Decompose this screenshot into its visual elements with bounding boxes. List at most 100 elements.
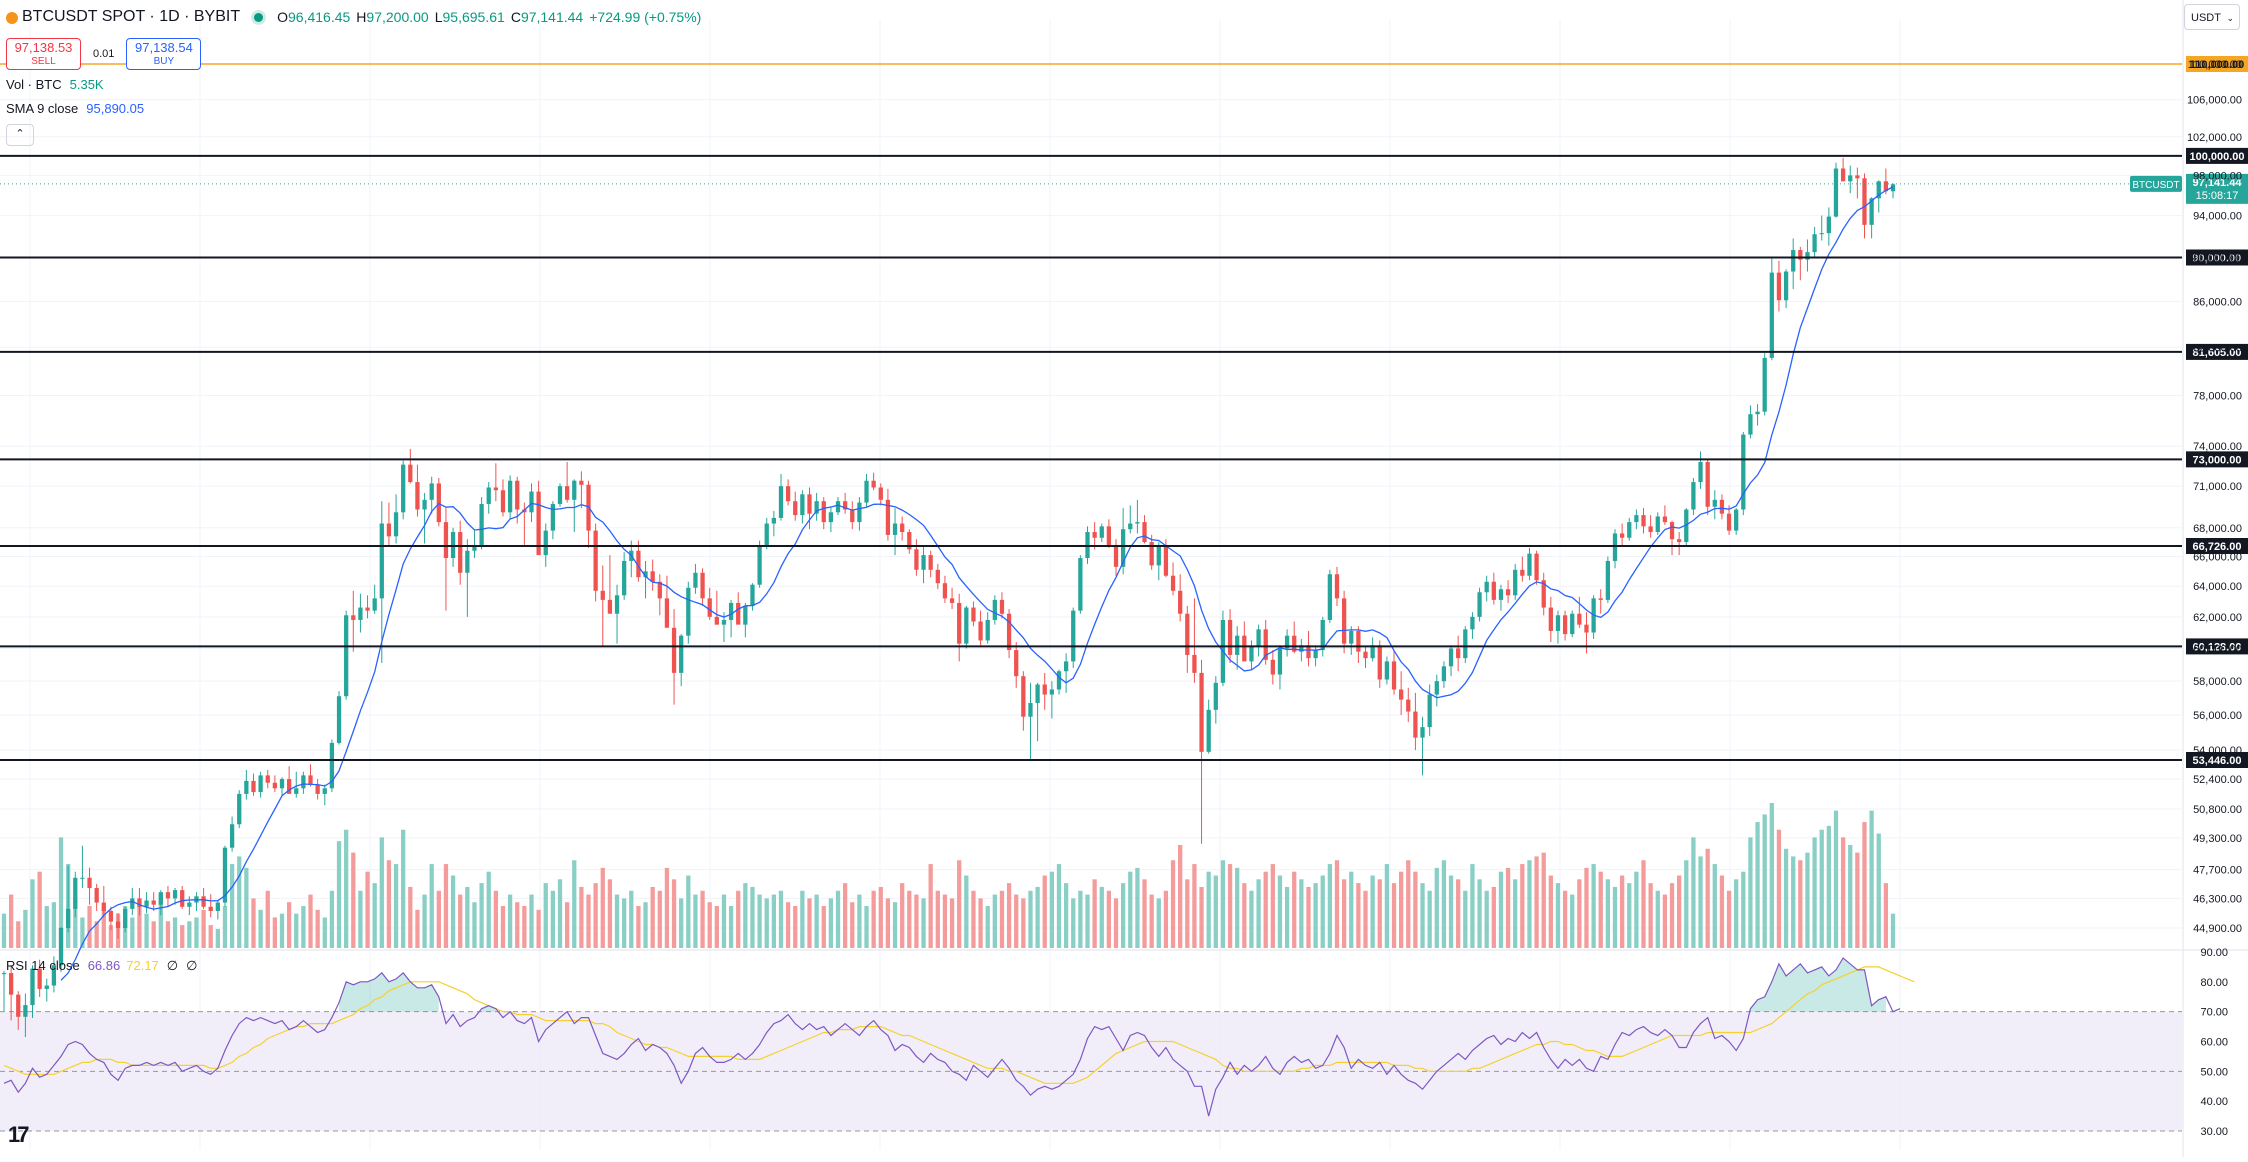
candle-body — [479, 503, 484, 545]
price-axis-tick: 68,000.00 — [2193, 523, 2242, 535]
symbol-title[interactable]: BTCUSDT SPOT · 1D · BYBIT — [22, 8, 241, 25]
level-label: 100,000.00 — [2189, 151, 2244, 163]
candle-body — [857, 502, 862, 523]
countdown-label: 15:08:17 — [2196, 190, 2239, 202]
candle-body — [1641, 515, 1646, 527]
candle-body — [1541, 580, 1546, 608]
candle-body — [1491, 581, 1496, 600]
volume-bar — [743, 883, 748, 948]
volume-bar — [935, 890, 940, 948]
candle-body — [671, 627, 677, 673]
volume-bar — [1541, 852, 1546, 948]
candle-body — [137, 898, 142, 907]
volume-bar — [1, 913, 7, 948]
candle-body — [1534, 553, 1539, 581]
volume-bar — [1798, 860, 1803, 948]
candle-body — [1071, 610, 1076, 662]
candle-body — [622, 560, 627, 596]
volume-bar — [864, 906, 869, 948]
candle-body — [1748, 414, 1753, 435]
volume-bar — [187, 921, 192, 948]
volume-bar — [814, 894, 819, 948]
spread-value: 0.01 — [93, 48, 115, 60]
candle-body — [1192, 654, 1197, 673]
volume-bar — [1627, 883, 1632, 948]
volume-bar — [522, 906, 527, 948]
volume-bar — [1605, 879, 1611, 948]
candle-body — [1598, 598, 1603, 600]
volume-bar — [885, 898, 891, 948]
volume-bar — [1783, 848, 1789, 948]
candle-body — [222, 847, 228, 903]
last-price-label: 97,141.44 — [2193, 177, 2243, 189]
candle-body — [557, 486, 563, 504]
volume-bar — [493, 890, 498, 948]
volume-bar — [964, 875, 969, 948]
sell-price: 97,138.53 — [14, 40, 73, 55]
price-axis-tick: 46,300.00 — [2193, 893, 2242, 905]
volume-bar — [557, 879, 563, 948]
candle-body — [1648, 526, 1653, 533]
volume-bar — [1427, 890, 1432, 948]
candle-body — [108, 910, 114, 922]
candle-body — [279, 779, 285, 789]
volume-bar — [650, 886, 655, 948]
level-label-bg — [2186, 56, 2248, 72]
currency-selector[interactable]: USDT ⌄ — [2184, 4, 2240, 30]
candle-body — [1399, 689, 1404, 700]
candle-body — [1712, 499, 1717, 507]
buy-button[interactable]: 97,138.54 BUY — [126, 38, 202, 70]
candle-body — [978, 621, 983, 641]
tradingview-logo[interactable]: 17 — [8, 1122, 30, 1147]
sma-value: 95,890.05 — [86, 101, 145, 116]
volume-bar — [928, 864, 933, 948]
candle-body — [1099, 526, 1104, 538]
candle-body — [907, 532, 912, 550]
candle-body — [1413, 711, 1418, 738]
level-label: 81,605.00 — [2193, 347, 2242, 359]
candle-body — [1, 973, 7, 975]
candle-body — [1349, 630, 1354, 644]
candle-body — [593, 530, 598, 591]
price-axis-tick: 78,000.00 — [2193, 390, 2242, 402]
candle-body — [372, 598, 377, 611]
candle-body — [1434, 681, 1439, 695]
volume-bar — [1648, 883, 1653, 948]
sell-button[interactable]: 97,138.53 SELL — [6, 38, 81, 70]
volume-bar — [1014, 894, 1019, 948]
collapse-legend-button[interactable]: ⌃ — [6, 124, 34, 146]
volume-bar — [1484, 890, 1489, 948]
volume-bar — [422, 894, 427, 948]
rsi-axis-tick: 40.00 — [2200, 1096, 2228, 1108]
volume-bar — [871, 890, 876, 948]
candle-body — [657, 581, 662, 599]
volume-bar — [686, 875, 691, 948]
volume-bar — [1056, 864, 1062, 948]
volume-bar — [1855, 852, 1860, 948]
candle-body — [1776, 272, 1782, 301]
volume-bar — [1313, 883, 1318, 948]
volume-bar — [1284, 886, 1290, 948]
volume-bar — [1641, 860, 1646, 948]
volume-bar — [379, 837, 384, 948]
candle-body — [800, 494, 805, 516]
candle-body — [1612, 533, 1618, 561]
candle-body — [1805, 252, 1810, 260]
volume-bar — [828, 898, 834, 948]
volume-bar — [329, 890, 335, 948]
volume-bar — [1712, 864, 1717, 948]
volume-bar — [736, 890, 741, 948]
sma-indicator-legend[interactable]: SMA 9 close 95,890.05 — [6, 100, 707, 118]
volume-bar — [1063, 883, 1069, 948]
volume-indicator-legend[interactable]: Vol · BTC 5.35K — [6, 76, 707, 94]
volume-bar — [1548, 875, 1553, 948]
candle-body — [985, 619, 990, 641]
volume-bar — [921, 898, 926, 948]
volume-bar — [229, 864, 235, 948]
rsi-legend[interactable]: RSI 14 close 66.86 72.17 ∅ ∅ — [6, 958, 197, 974]
volume-bar — [1356, 883, 1361, 948]
candle-body — [237, 793, 242, 825]
rsi-value: 66.86 — [87, 958, 121, 973]
